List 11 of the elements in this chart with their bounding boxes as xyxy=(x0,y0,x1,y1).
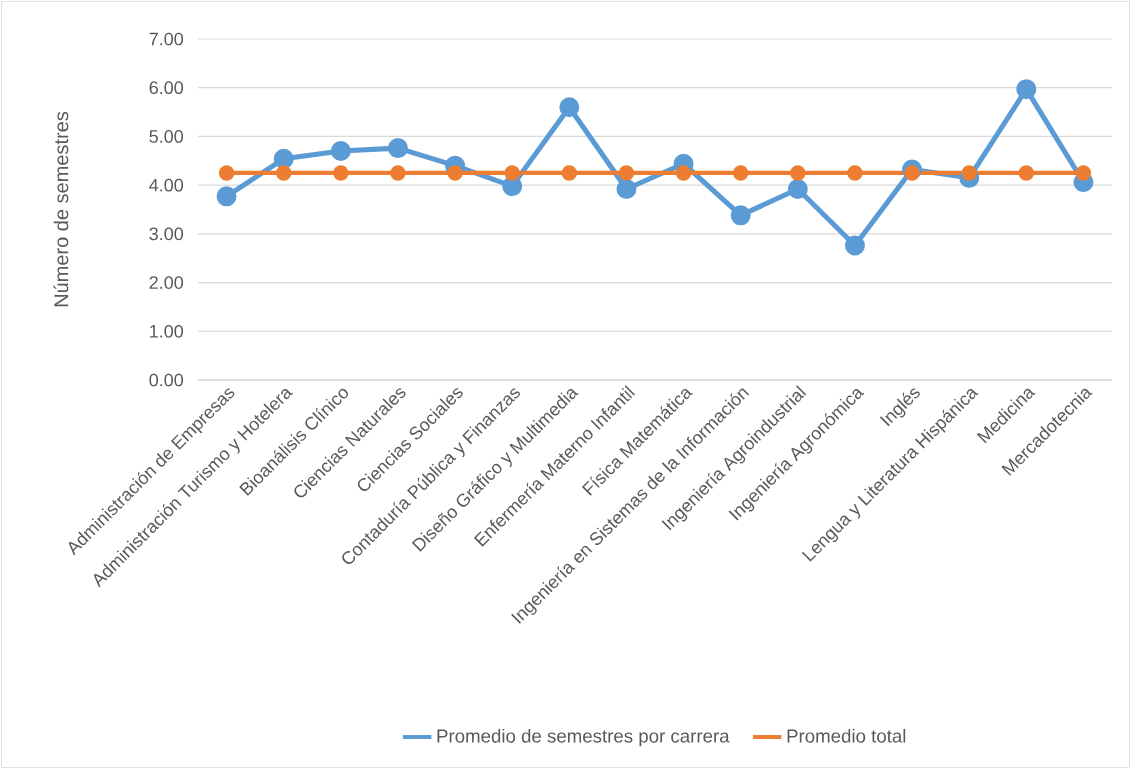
y-tick-label: 6.00 xyxy=(149,81,184,95)
y-tick-label: 0.00 xyxy=(149,373,184,387)
legend-label: Promedio total xyxy=(787,728,906,743)
y-tick-label: 3.00 xyxy=(149,227,184,241)
y-tick-label: 5.00 xyxy=(149,130,184,143)
y-axis-title: Número de semestres xyxy=(53,111,69,307)
y-tick-label: 2.00 xyxy=(149,276,184,289)
y-tick-label: 7.00 xyxy=(149,32,184,46)
legend-label: Promedio de semestres por carrera xyxy=(437,728,730,747)
y-tick-label: 4.00 xyxy=(149,178,184,192)
y-tick-label: 1.00 xyxy=(150,324,184,338)
